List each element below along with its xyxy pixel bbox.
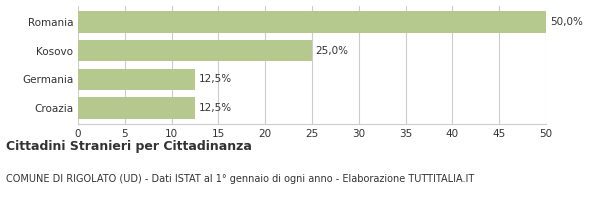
Bar — [78, 97, 195, 119]
Text: 12,5%: 12,5% — [199, 103, 232, 113]
Text: Cittadini Stranieri per Cittadinanza: Cittadini Stranieri per Cittadinanza — [6, 140, 252, 153]
Text: 12,5%: 12,5% — [199, 74, 232, 84]
Text: COMUNE DI RIGOLATO (UD) - Dati ISTAT al 1° gennaio di ogni anno - Elaborazione T: COMUNE DI RIGOLATO (UD) - Dati ISTAT al … — [6, 174, 474, 184]
Bar — [78, 11, 546, 33]
Text: 50,0%: 50,0% — [550, 17, 583, 27]
Bar — [78, 40, 312, 61]
Bar — [78, 69, 195, 90]
Text: 25,0%: 25,0% — [316, 46, 349, 56]
